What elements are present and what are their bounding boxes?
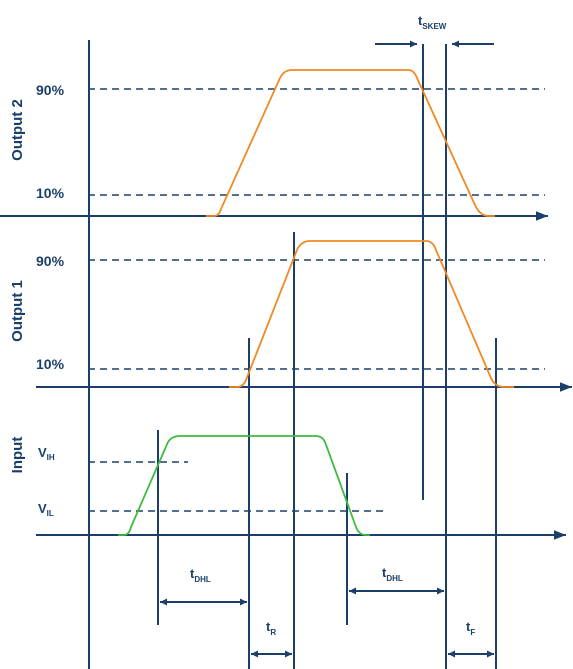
output2-signal-label: Output 2 bbox=[9, 99, 26, 161]
input-signal-label: Input bbox=[9, 437, 26, 474]
input-waveform bbox=[118, 435, 370, 536]
output2-10-percent-label: 10% bbox=[36, 185, 65, 201]
output1-signal-label: Output 1 bbox=[9, 280, 26, 342]
tf-label: tF bbox=[466, 619, 475, 637]
output2-waveform bbox=[206, 69, 495, 217]
tdhl-fall-label: tDHL bbox=[382, 565, 403, 583]
output1-90-percent-label: 90% bbox=[36, 253, 65, 269]
tdhl-rise-label: tDHL bbox=[190, 566, 211, 584]
vih-label: VIH bbox=[38, 445, 55, 462]
tr-label: tR bbox=[266, 619, 276, 637]
output1-waveform bbox=[229, 240, 514, 388]
output1-10-percent-label: 10% bbox=[36, 356, 65, 372]
vil-label: VIL bbox=[38, 501, 54, 518]
tskew-label: tSKEW bbox=[418, 13, 447, 31]
output2-90-percent-label: 90% bbox=[36, 82, 65, 98]
